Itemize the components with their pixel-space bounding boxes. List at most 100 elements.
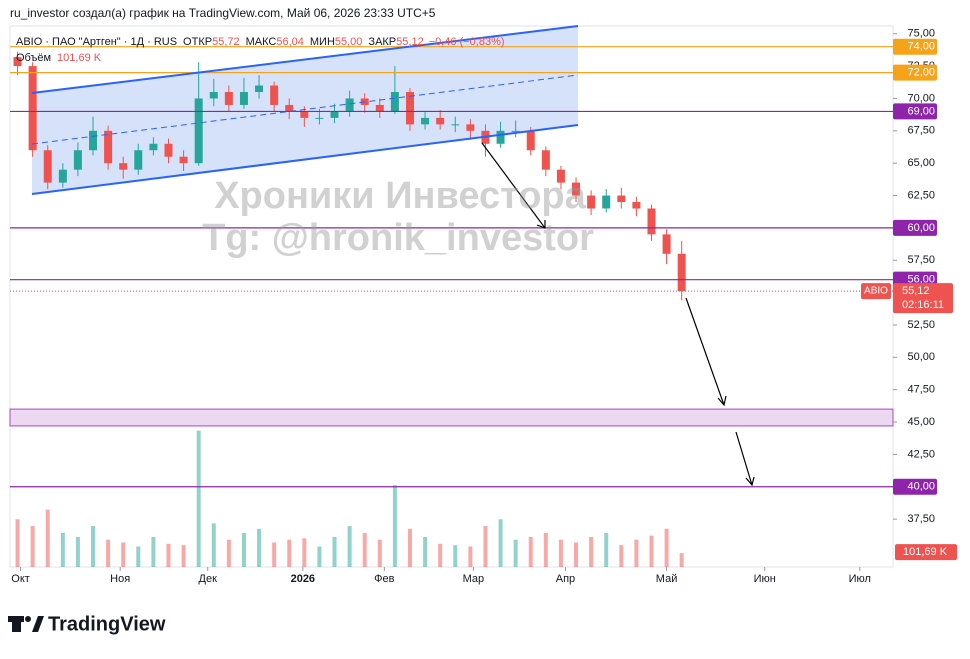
watermark: Tg: @hronik_investor (202, 217, 594, 259)
volume-bar (377, 539, 382, 567)
footer-brand: TradingView (48, 613, 166, 635)
candle-body (526, 130, 535, 151)
candle-body (270, 85, 279, 105)
volume-bar (664, 528, 669, 567)
y-tick-label: 57,50 (907, 254, 935, 266)
candle-body (43, 150, 52, 183)
header: ru_investor создал(а) график на TradingV… (10, 6, 436, 20)
x-tick-label: Май (656, 573, 678, 585)
y-tick-label: 70,00 (907, 92, 935, 104)
volume-tag: 101,69 K (903, 546, 948, 558)
volume-bar (468, 546, 473, 567)
candle-body (421, 117, 430, 125)
candle-body (285, 104, 294, 112)
legend: ABIO · ПАО "Артген" · 1Д · RUS ОТКР55,72 М… (16, 36, 505, 48)
ohlc-value: 55,72 (212, 36, 240, 48)
symbol-tag-box (861, 283, 891, 300)
ohlc-label: ЗАКР (368, 36, 396, 48)
y-tick-label: 75,00 (907, 28, 935, 40)
volume-bar (649, 535, 654, 567)
candle-body (345, 98, 354, 112)
y-tick-label: 65,00 (907, 157, 935, 169)
candle-body (315, 117, 324, 119)
volume-bar (226, 539, 231, 567)
volume-bar (332, 537, 337, 567)
candle-body (300, 111, 309, 118)
volume-bar (498, 519, 503, 567)
volume-bar (211, 523, 216, 567)
volume-bar (302, 538, 307, 567)
candle-body (496, 130, 505, 144)
candle-body (330, 111, 339, 118)
volume-bar (91, 526, 96, 567)
last-price-box (893, 283, 953, 314)
volume-bar (15, 519, 20, 567)
x-tick-label: Апр (556, 573, 575, 585)
level-tag (893, 219, 937, 236)
volume-bar (407, 528, 412, 567)
volume-bar (619, 545, 624, 567)
candle-body (587, 195, 596, 209)
volume-bar (513, 539, 518, 567)
level-label: 74,00 (907, 41, 935, 53)
volume-bar (483, 526, 488, 567)
y-tick-label: 67,50 (907, 125, 935, 137)
volume-bar (257, 528, 262, 567)
volume-bar (362, 532, 367, 567)
volume-bar (136, 546, 141, 567)
level-label: 72,00 (907, 66, 935, 78)
y-tick-label: 50,00 (907, 351, 935, 363)
volume-bar (166, 543, 171, 567)
channel-lower (31, 124, 579, 195)
zone (9, 408, 894, 427)
x-tick-label: Ноя (110, 573, 130, 585)
channel-upper (31, 25, 579, 94)
candle-body (224, 92, 233, 105)
candle-body (541, 150, 550, 170)
volume-bar (45, 509, 50, 567)
volume-bar (574, 542, 579, 567)
x-tick-label: Мар (463, 573, 485, 585)
volume-bar (30, 526, 35, 567)
candle-body (104, 130, 113, 164)
level-label: 60,00 (907, 222, 935, 234)
x-tick-label: Июн (754, 573, 776, 585)
candle-body (134, 150, 143, 170)
ohlc-value: 55,00 (335, 36, 363, 48)
candle-body (58, 169, 67, 183)
candle-body (556, 169, 565, 183)
y-tick-label: 52,50 (907, 319, 935, 331)
volume-bar (272, 542, 277, 567)
last-price-label: 55,12 (902, 285, 930, 297)
volume-bar (679, 553, 684, 567)
logo (8, 616, 44, 632)
symbol-tag: ABIO (864, 286, 888, 297)
candle-body (89, 130, 98, 151)
level-tag (893, 478, 937, 495)
x-tick-label: Окт (11, 573, 30, 585)
volume-bar (392, 485, 397, 567)
volume-bar (60, 532, 65, 567)
candle-body (255, 85, 264, 93)
candle-body (119, 163, 128, 170)
volume-bar (121, 542, 126, 567)
volume-bar (558, 539, 563, 567)
volume-bar (528, 537, 533, 567)
volume-bar (634, 539, 639, 567)
level-label: 56,00 (907, 274, 935, 286)
candle-body (13, 57, 22, 67)
volume-bar (241, 532, 246, 567)
candle-body (164, 143, 173, 157)
level-tag (893, 103, 937, 120)
candle-body (466, 124, 475, 131)
volume-bar (543, 532, 548, 567)
volume-bar (181, 545, 186, 567)
volume-legend: Объём 101,69 K (16, 52, 102, 64)
level-label: 69,00 (907, 105, 935, 117)
ohlc-label: МИН (310, 36, 335, 48)
candle-body (602, 195, 611, 209)
arrows (481, 142, 755, 487)
candle-body (28, 66, 37, 151)
candle-body (390, 92, 399, 112)
y-tick-label: 37,50 (907, 513, 935, 525)
